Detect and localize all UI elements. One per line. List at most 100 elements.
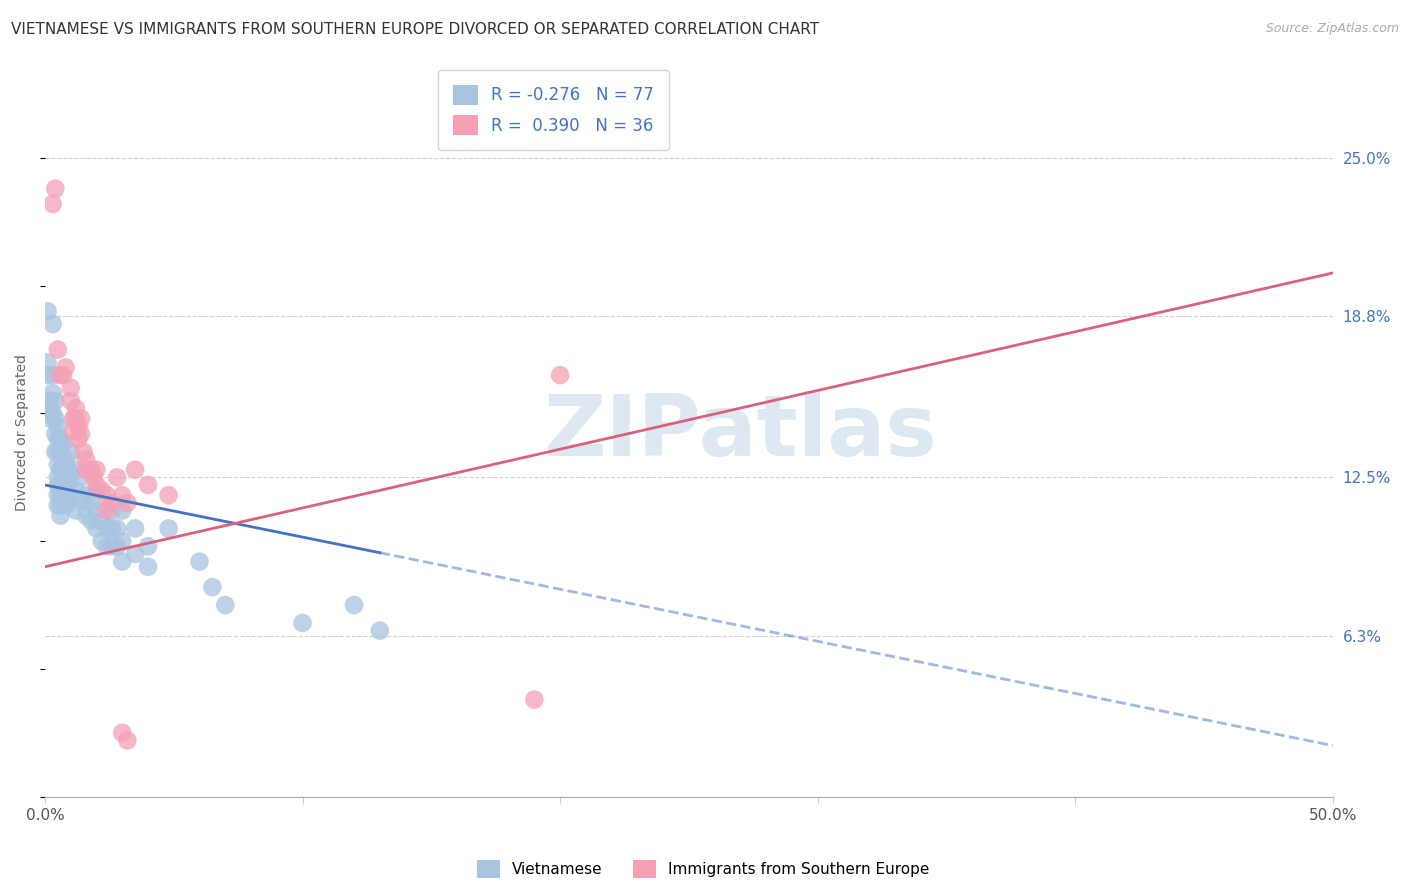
Point: [105, 521, 128, 535]
Point: [117, 733, 139, 747]
Point: [101, 521, 124, 535]
Point: [39, 401, 62, 416]
Point: [59, 393, 82, 408]
Point: [157, 488, 180, 502]
Point: [41, 386, 63, 401]
Point: [46, 470, 69, 484]
Point: [49, 463, 72, 477]
Point: [96, 503, 118, 517]
Point: [291, 615, 314, 630]
Point: [86, 478, 108, 492]
Point: [90, 483, 112, 497]
Text: VIETNAMESE VS IMMIGRANTS FROM SOUTHERN EUROPE DIVORCED OR SEPARATED CORRELATION : VIETNAMESE VS IMMIGRANTS FROM SOUTHERN E…: [11, 22, 820, 37]
Point: [124, 463, 146, 477]
Point: [65, 401, 87, 416]
Y-axis label: Divorced or Separated: Divorced or Separated: [15, 354, 30, 511]
Point: [96, 539, 118, 553]
Point: [83, 470, 105, 484]
Point: [86, 483, 108, 497]
Point: [56, 463, 79, 477]
Point: [46, 488, 69, 502]
Point: [44, 393, 66, 408]
Point: [67, 432, 90, 446]
Point: [96, 521, 118, 535]
Point: [49, 499, 72, 513]
Point: [49, 508, 72, 523]
Point: [46, 499, 69, 513]
Point: [37, 368, 59, 383]
Point: [86, 503, 108, 517]
Point: [117, 496, 139, 510]
Point: [72, 444, 94, 458]
Point: [46, 478, 69, 492]
Point: [44, 411, 66, 425]
Point: [157, 521, 180, 535]
Point: [101, 503, 124, 517]
Point: [55, 467, 77, 482]
Point: [111, 534, 134, 549]
Point: [55, 452, 77, 467]
Point: [65, 503, 87, 517]
Point: [52, 488, 75, 502]
Point: [75, 463, 97, 477]
Point: [44, 444, 66, 458]
Legend: R = -0.276   N = 77, R =  0.390   N = 36: R = -0.276 N = 77, R = 0.390 N = 36: [439, 70, 669, 150]
Point: [70, 493, 93, 508]
Point: [52, 458, 75, 472]
Point: [41, 317, 63, 331]
Point: [548, 368, 571, 383]
Point: [62, 411, 84, 425]
Point: [56, 493, 79, 508]
Point: [46, 432, 69, 446]
Point: [49, 368, 72, 383]
Point: [105, 539, 128, 553]
Point: [86, 521, 108, 535]
Point: [55, 483, 77, 497]
Point: [49, 432, 72, 446]
Point: [46, 444, 69, 458]
Point: [65, 483, 87, 497]
Point: [59, 467, 82, 482]
Point: [59, 488, 82, 502]
Text: Source: ZipAtlas.com: Source: ZipAtlas.com: [1265, 22, 1399, 36]
Point: [111, 555, 134, 569]
Point: [90, 514, 112, 528]
Point: [124, 521, 146, 535]
Point: [65, 411, 87, 425]
Point: [39, 393, 62, 408]
Point: [59, 381, 82, 395]
Point: [55, 360, 77, 375]
Point: [62, 425, 84, 439]
Point: [75, 488, 97, 502]
Point: [67, 419, 90, 434]
Point: [49, 478, 72, 492]
Point: [90, 534, 112, 549]
Point: [214, 598, 236, 612]
Point: [75, 452, 97, 467]
Point: [80, 496, 103, 510]
Point: [101, 539, 124, 553]
Point: [52, 473, 75, 487]
Point: [136, 478, 159, 492]
Point: [44, 181, 66, 195]
Point: [70, 426, 93, 441]
Point: [46, 458, 69, 472]
Point: [49, 488, 72, 502]
Point: [39, 411, 62, 425]
Point: [41, 197, 63, 211]
Point: [41, 368, 63, 383]
Point: [75, 508, 97, 523]
Point: [55, 499, 77, 513]
Point: [80, 463, 103, 477]
Point: [46, 419, 69, 434]
Point: [56, 478, 79, 492]
Point: [201, 580, 224, 594]
Point: [70, 411, 93, 425]
Point: [111, 726, 134, 740]
Text: ZIPatlas: ZIPatlas: [544, 391, 938, 474]
Point: [59, 444, 82, 458]
Point: [111, 488, 134, 502]
Point: [49, 444, 72, 458]
Point: [41, 406, 63, 420]
Point: [101, 496, 124, 510]
